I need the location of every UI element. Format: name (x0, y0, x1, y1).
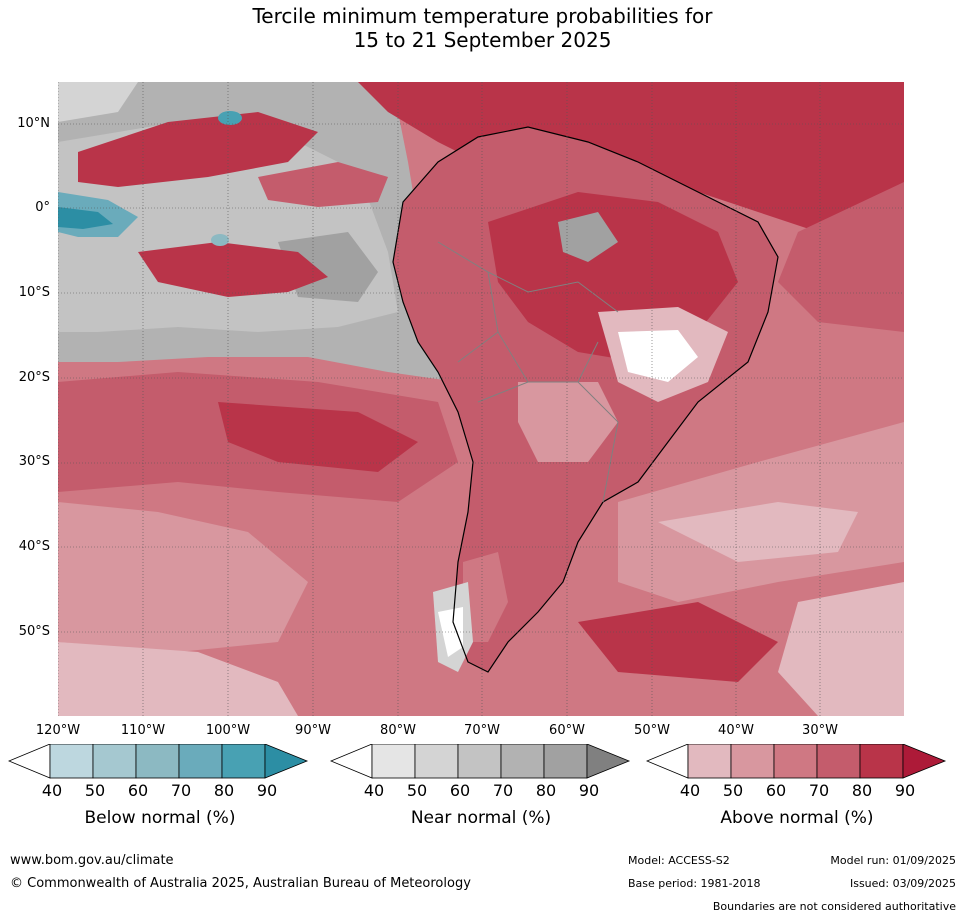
above-normal-falklands (578, 602, 778, 682)
above-bin-3 (773, 744, 818, 779)
lon-label-60w: 60°W (549, 723, 585, 738)
lat-label-50s: 50°S (18, 624, 50, 639)
near-normal-nw-corner (58, 82, 138, 122)
lon-label-30w: 30°W (802, 723, 838, 738)
lon-label-40w: 40°W (718, 723, 754, 738)
near-bin-over (586, 744, 631, 779)
near-tick-80: 80 (535, 781, 557, 800)
above-normal-far-south (58, 642, 298, 716)
footer-url: www.bom.gov.au/climate (10, 853, 174, 868)
title-line-2: 15 to 21 September 2025 (353, 28, 612, 52)
lat-label-30s: 30°S (18, 454, 50, 469)
map-title: Tercile minimum temperature probabilitie… (0, 4, 965, 52)
above-normal-equatorial-atlantic (778, 182, 904, 332)
below-bin-1 (49, 744, 94, 779)
below-bin-5 (221, 744, 266, 779)
below-normal-patch-mid (211, 234, 229, 246)
lon-label-110w: 110°W (120, 723, 166, 738)
above-bin-under (646, 744, 689, 779)
above-tick-60: 60 (765, 781, 787, 800)
colorbar-title-above: Above normal (%) (720, 808, 874, 828)
near-bin-under (330, 744, 373, 779)
coastline (392, 126, 779, 673)
colorbar-near-normal (330, 744, 631, 779)
lat-label-20s: 20°S (18, 370, 50, 385)
near-bin-2 (414, 744, 459, 779)
above-bin-4 (816, 744, 861, 779)
below-bin-2 (92, 744, 137, 779)
above-tick-90: 90 (894, 781, 916, 800)
below-tick-60: 60 (127, 781, 149, 800)
near-tick-60: 60 (449, 781, 471, 800)
footer-copyright: © Commonwealth of Australia 2025, Austra… (10, 876, 471, 891)
below-tick-70: 70 (170, 781, 192, 800)
below-tick-90: 90 (256, 781, 278, 800)
footer-base-period: Base period: 1981-2018 (628, 877, 761, 890)
lat-label-10n: 10°N (17, 116, 50, 131)
above-tick-80: 80 (851, 781, 873, 800)
below-tick-40: 40 (41, 781, 63, 800)
near-tick-40: 40 (363, 781, 385, 800)
footer-model: Model: ACCESS-S2 (628, 854, 730, 867)
below-bin-4 (178, 744, 223, 779)
above-normal-south-pacific-core (218, 402, 418, 472)
lat-label-40s: 40°S (18, 539, 50, 554)
colorbar-title-below: Below normal (%) (84, 808, 236, 828)
near-normal-guiana (558, 212, 618, 262)
near-tick-70: 70 (492, 781, 514, 800)
above-bin-1 (687, 744, 732, 779)
lon-label-100w: 100°W (205, 723, 251, 738)
above-bin-over (902, 744, 947, 779)
probability-map (58, 82, 904, 716)
near-bin-4 (500, 744, 545, 779)
below-normal-patch-north (218, 111, 242, 125)
above-normal-paraguay (518, 382, 618, 462)
above-normal-sw-pacific (58, 502, 308, 652)
near-bin-1 (371, 744, 416, 779)
above-normal-caribbean (358, 82, 904, 232)
above-normal-patagonia (463, 552, 508, 642)
lon-label-90w: 90°W (295, 723, 331, 738)
above-normal-pacific-band (258, 162, 388, 207)
above-normal-pacific-tongue (138, 242, 328, 297)
below-bin-3 (135, 744, 180, 779)
country-borders (437, 241, 619, 503)
lon-label-120w: 120°W (35, 723, 81, 738)
title-line-1: Tercile minimum temperature probabilitie… (252, 4, 713, 28)
near-tick-50: 50 (406, 781, 428, 800)
lat-label-10s: 10°S (18, 285, 50, 300)
above-bin-5 (859, 744, 904, 779)
near-bin-5 (543, 744, 588, 779)
below-bin-over (264, 744, 309, 779)
map-canvas (58, 82, 904, 716)
footer-issued: Issued: 03/09/2025 (849, 877, 956, 890)
above-normal-pacific-north (78, 112, 318, 187)
above-normal-se-atlantic (778, 582, 904, 716)
footer-model-run: Model run: 01/09/2025 (830, 854, 956, 867)
lat-label-0: 0° (35, 200, 50, 215)
near-tick-90: 90 (578, 781, 600, 800)
near-bin-3 (457, 744, 502, 779)
below-bin-under (8, 744, 51, 779)
above-tick-50: 50 (722, 781, 744, 800)
colorbar-title-near: Near normal (%) (410, 808, 552, 828)
above-tick-70: 70 (808, 781, 830, 800)
white-patch-brazil (618, 330, 698, 382)
above-bin-2 (730, 744, 775, 779)
lon-label-50w: 50°W (634, 723, 670, 738)
white-patch-chile (438, 607, 463, 657)
below-tick-50: 50 (84, 781, 106, 800)
above-tick-40: 40 (679, 781, 701, 800)
colorbar-below-normal (8, 744, 309, 779)
colorbar-above-normal (646, 744, 947, 779)
footer-disclaimer: Boundaries are not considered authoritat… (712, 900, 956, 913)
below-tick-80: 80 (213, 781, 235, 800)
lon-label-70w: 70°W (464, 723, 500, 738)
lon-label-80w: 80°W (380, 723, 416, 738)
below-normal-east-pacific-core (58, 207, 113, 229)
graticule (58, 82, 904, 716)
